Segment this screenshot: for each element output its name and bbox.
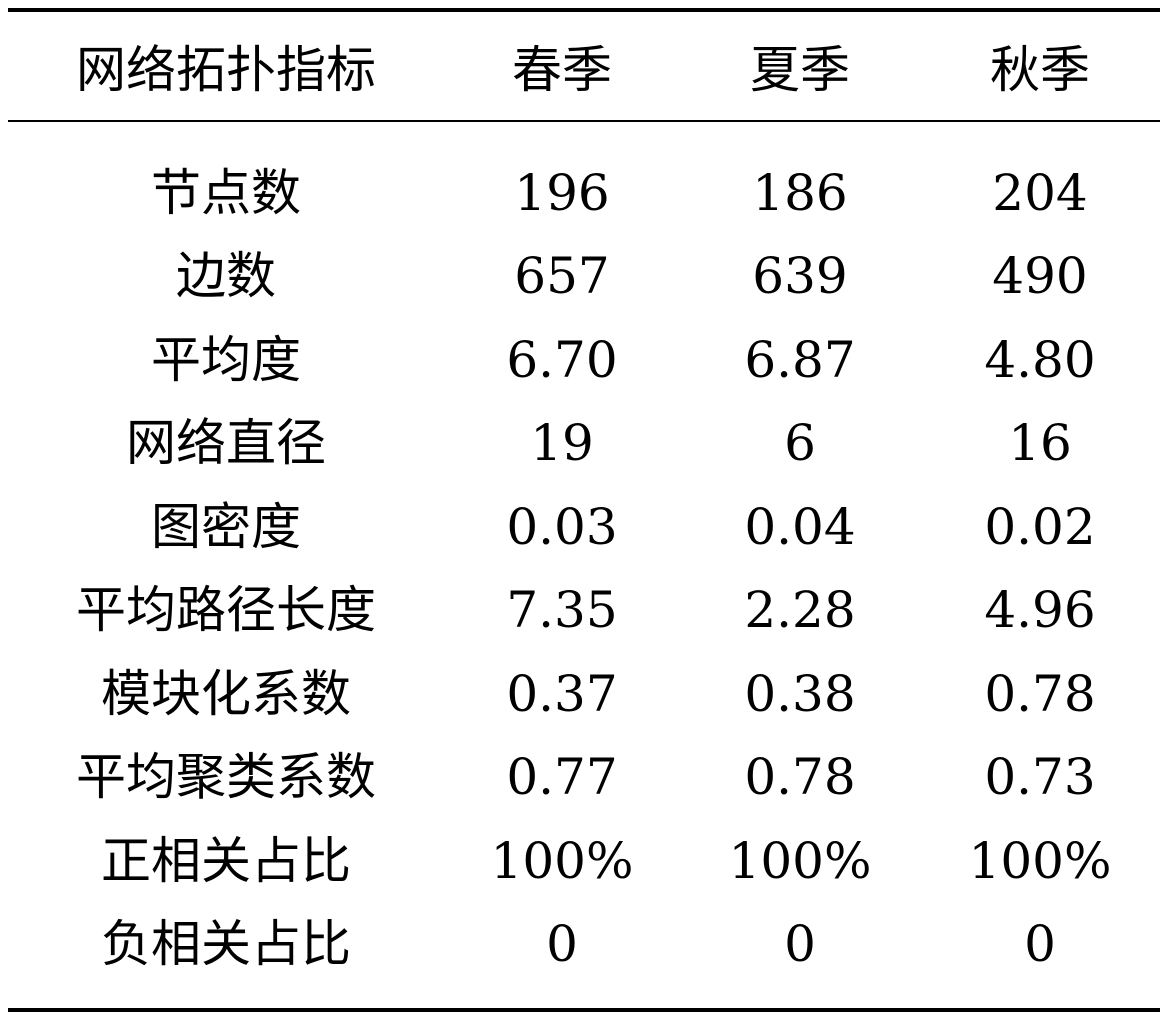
cell-spring: 100% xyxy=(490,831,634,890)
header-spring: 春季 xyxy=(512,41,612,99)
cell-autumn: 204 xyxy=(992,163,1088,222)
cell-autumn: 490 xyxy=(992,247,1088,306)
cell-autumn: 0.73 xyxy=(984,748,1096,807)
cell-summer: 639 xyxy=(752,247,848,306)
row-label: 正相关占比 xyxy=(101,831,351,890)
cell-spring: 196 xyxy=(514,163,610,222)
cell-autumn: 4.96 xyxy=(984,581,1096,640)
table-row: 负相关占比 0 0 0 xyxy=(8,903,1160,987)
table-row: 平均聚类系数 0.77 0.78 0.73 xyxy=(8,736,1160,820)
table-row: 平均度 6.70 6.87 4.80 xyxy=(8,318,1160,402)
cell-spring: 7.35 xyxy=(506,581,618,640)
row-label: 节点数 xyxy=(151,163,301,222)
cell-autumn: 0 xyxy=(1024,915,1056,974)
table-row: 边数 657 639 490 xyxy=(8,235,1160,319)
cell-summer: 100% xyxy=(728,831,872,890)
row-label: 网络直径 xyxy=(126,414,326,473)
row-label: 模块化系数 xyxy=(101,664,351,723)
cell-summer: 6 xyxy=(784,414,816,473)
cell-autumn: 16 xyxy=(1008,414,1072,473)
table-bottom-rule xyxy=(8,1008,1160,1012)
table-row: 模块化系数 0.37 0.38 0.78 xyxy=(8,652,1160,736)
cell-spring: 0 xyxy=(546,915,578,974)
cell-summer: 186 xyxy=(752,163,848,222)
table-header-rule xyxy=(8,120,1160,122)
cell-summer: 0 xyxy=(784,915,816,974)
row-label: 平均路径长度 xyxy=(76,581,376,640)
table-header-row: 网络拓扑指标 春季 夏季 秋季 xyxy=(8,28,1160,112)
cell-spring: 0.77 xyxy=(506,748,618,807)
cell-spring: 657 xyxy=(514,247,610,306)
row-label: 负相关占比 xyxy=(101,915,351,974)
table-row: 网络直径 19 6 16 xyxy=(8,402,1160,486)
table-row: 图密度 0.03 0.04 0.02 xyxy=(8,485,1160,569)
header-metric: 网络拓扑指标 xyxy=(76,41,376,99)
cell-spring: 6.70 xyxy=(506,330,618,389)
cell-summer: 2.28 xyxy=(744,581,856,640)
header-summer: 夏季 xyxy=(750,41,850,99)
row-label: 边数 xyxy=(176,247,276,306)
cell-summer: 6.87 xyxy=(744,330,856,389)
table-row: 正相关占比 100% 100% 100% xyxy=(8,819,1160,903)
cell-spring: 19 xyxy=(530,414,594,473)
row-label: 图密度 xyxy=(151,497,301,556)
cell-summer: 0.38 xyxy=(744,664,856,723)
row-label: 平均聚类系数 xyxy=(76,748,376,807)
row-label: 平均度 xyxy=(151,330,301,389)
cell-spring: 0.37 xyxy=(506,664,618,723)
table-body: 节点数 196 186 204 边数 657 639 490 平均度 6.70 … xyxy=(8,151,1160,986)
header-autumn: 秋季 xyxy=(990,41,1090,99)
cell-autumn: 4.80 xyxy=(984,330,1096,389)
cell-autumn: 0.78 xyxy=(984,664,1096,723)
cell-summer: 0.04 xyxy=(744,497,856,556)
cell-summer: 0.78 xyxy=(744,748,856,807)
cell-autumn: 0.02 xyxy=(984,497,1096,556)
table-row: 平均路径长度 7.35 2.28 4.96 xyxy=(8,569,1160,653)
cell-autumn: 100% xyxy=(968,831,1112,890)
table-row: 节点数 196 186 204 xyxy=(8,151,1160,235)
table-top-rule xyxy=(8,8,1160,12)
cell-spring: 0.03 xyxy=(506,497,618,556)
